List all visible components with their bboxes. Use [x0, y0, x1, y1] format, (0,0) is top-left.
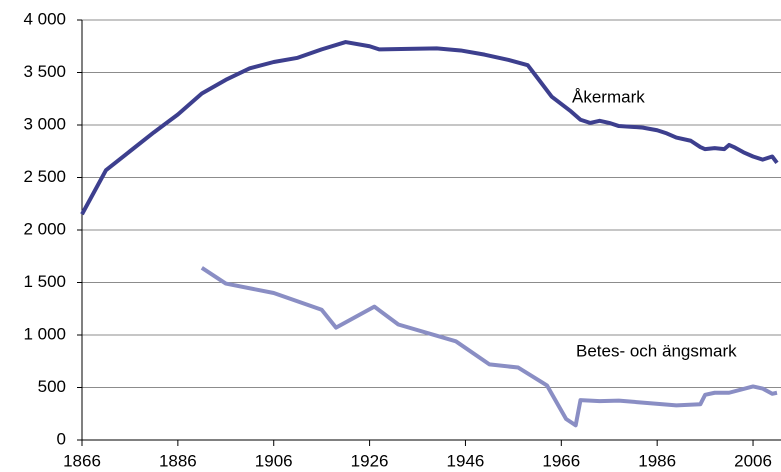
y-tick-label: 3 000 [23, 114, 66, 133]
x-tick-label: 1946 [447, 451, 485, 470]
x-tick-label: 1986 [638, 451, 676, 470]
x-tick-label: 1926 [351, 451, 389, 470]
series-label: Åkermark [572, 87, 645, 106]
y-tick-label: 4 000 [23, 9, 66, 28]
y-tick-label: 1 500 [23, 272, 66, 291]
x-tick-label: 1906 [255, 451, 293, 470]
series-label: Betes- och ängsmark [576, 341, 737, 360]
y-tick-label: 1 000 [23, 324, 66, 343]
x-tick-label: 1866 [63, 451, 101, 470]
line-series [80, 40, 779, 216]
y-tick-label: 0 [57, 429, 66, 448]
y-tick-label: 2 000 [23, 219, 66, 238]
x-tick-label: 1886 [159, 451, 197, 470]
x-tick-label: 1966 [542, 451, 580, 470]
y-tick-label: 2 500 [23, 167, 66, 186]
x-tick-label: 2006 [734, 451, 772, 470]
y-tick-label: 3 500 [23, 62, 66, 81]
y-tick-label: 500 [38, 377, 66, 396]
line-series [200, 266, 778, 428]
